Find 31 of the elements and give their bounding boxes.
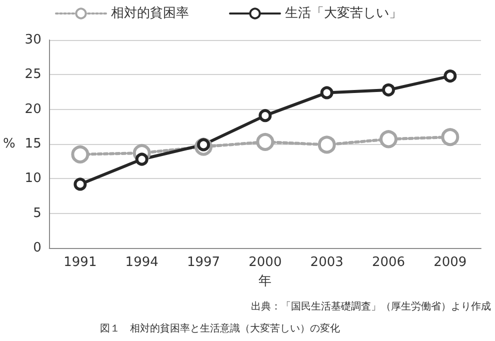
point	[441, 128, 460, 146]
point	[135, 152, 148, 166]
y-tick-label: 20	[24, 102, 42, 117]
source-note: 出典：「国民生活基礎調査」（厚生労働省）より作成	[251, 300, 491, 312]
y-tick-label: 30	[24, 32, 42, 48]
y-axis-title: %	[2, 136, 16, 152]
point	[320, 86, 334, 100]
point	[318, 136, 336, 154]
point	[258, 109, 272, 122]
point	[256, 132, 274, 151]
point	[71, 145, 90, 164]
point	[382, 83, 396, 96]
x-tick-label: 2006	[372, 255, 406, 270]
y-tick-label: 10	[24, 171, 42, 186]
x-tick-label: 2000	[248, 255, 282, 270]
legend-label: 相対的貧困率	[111, 5, 189, 21]
x-tick-label: 1997	[186, 255, 220, 270]
legend-label: 生活「大変苦しい」	[285, 5, 402, 21]
caption: 図１ 相対的貧困率と生活意識（大変苦しい）の変化	[100, 322, 340, 334]
point	[74, 178, 87, 191]
x-tick-label: 1994	[125, 255, 158, 270]
y-tick-label: 5	[33, 206, 42, 221]
y-tick-label: 25	[24, 67, 42, 82]
x-axis-title: 年	[258, 274, 272, 289]
point	[380, 130, 398, 148]
y-tick-label: 15	[24, 136, 42, 152]
y-tick-label: 0	[33, 240, 42, 256]
point	[444, 70, 457, 83]
x-tick-label: 2003	[310, 255, 344, 270]
x-tick-label: 2009	[434, 255, 467, 270]
x-tick-label: 1991	[64, 255, 97, 270]
